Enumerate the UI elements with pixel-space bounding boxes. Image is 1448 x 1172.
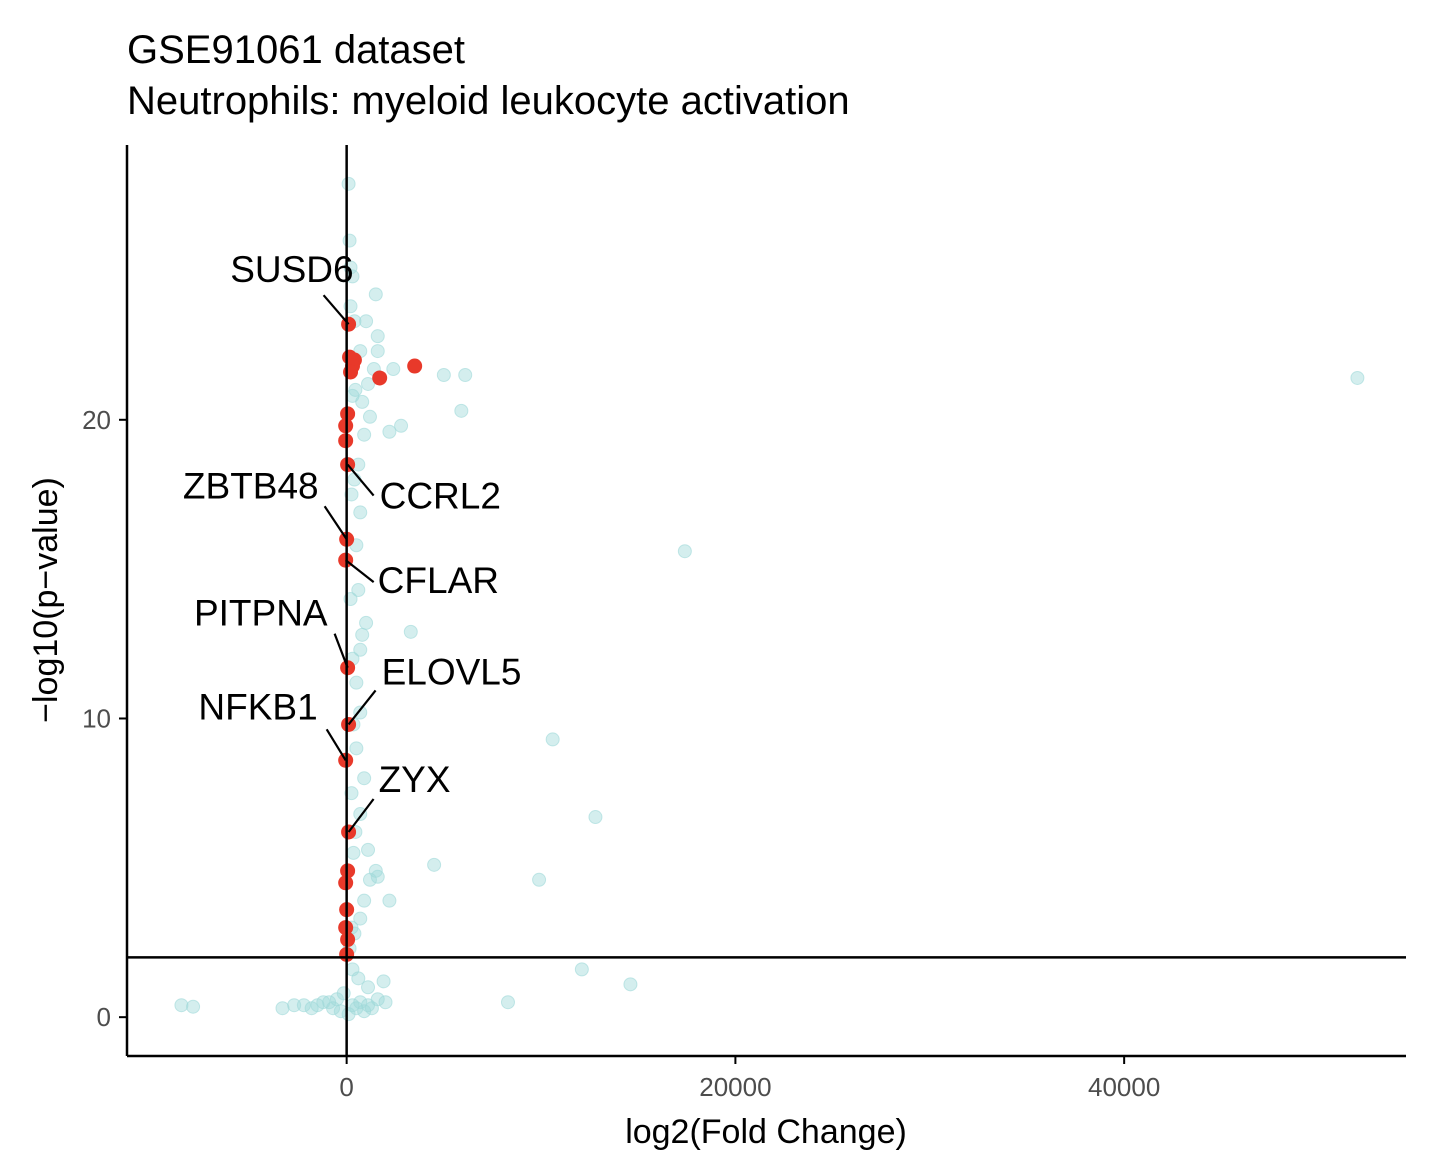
data-point xyxy=(344,786,359,801)
data-point xyxy=(370,869,385,884)
data-point xyxy=(296,998,311,1013)
data-point xyxy=(361,376,376,391)
data-point xyxy=(376,974,391,989)
data-point xyxy=(436,367,451,382)
data-point xyxy=(370,344,385,359)
data-point xyxy=(349,675,364,690)
gene-label: PITPNA xyxy=(194,593,328,634)
data-point xyxy=(378,995,393,1010)
axis-ticks: 0 20000 40000 0 10 20 xyxy=(82,405,1160,1102)
gene-label: ZBTB48 xyxy=(183,465,319,506)
y-tick-label: 20 xyxy=(82,405,111,435)
data-point xyxy=(359,314,374,329)
x-tick-label: 0 xyxy=(339,1072,353,1102)
data-point xyxy=(357,893,372,908)
data-point xyxy=(677,544,692,559)
label-leader-line xyxy=(322,294,350,325)
data-point xyxy=(370,992,385,1007)
data-point xyxy=(382,893,397,908)
reference-lines xyxy=(127,145,1406,1056)
chart-subtitle: Neutrophils: myeloid leukocyte activatio… xyxy=(127,79,850,123)
data-point xyxy=(427,857,442,872)
data-point xyxy=(353,911,368,926)
label-leader-line xyxy=(325,728,347,761)
label-leader-line xyxy=(344,559,375,584)
points-layer xyxy=(174,176,1365,1022)
data-point xyxy=(341,176,356,191)
highlighted-point xyxy=(407,358,423,374)
y-tick-label: 10 xyxy=(82,703,111,733)
x-tick-label: 20000 xyxy=(699,1072,771,1102)
data-point xyxy=(403,624,418,639)
data-point xyxy=(368,287,383,302)
gene-label: ZYX xyxy=(379,759,451,800)
data-point xyxy=(545,732,560,747)
x-axis-title: log2(Fold Change) xyxy=(625,1113,907,1151)
data-point xyxy=(361,842,376,857)
gene-labels: SUSD6 CCRL2 ZBTB48 CFLAR PITPNA ELOVL5 NFKB1 ZY… xyxy=(183,249,522,833)
data-point xyxy=(500,995,515,1010)
data-point xyxy=(353,642,368,657)
label-leader-line xyxy=(346,463,375,497)
data-point xyxy=(174,998,189,1013)
data-point xyxy=(342,233,357,248)
label-leader-line xyxy=(347,689,377,726)
gene-label: ELOVL5 xyxy=(382,651,522,692)
data-point xyxy=(623,977,638,992)
data-point xyxy=(386,362,401,377)
data-point xyxy=(353,505,368,520)
data-point xyxy=(348,382,363,397)
gene-label: CCRL2 xyxy=(380,476,501,517)
data-point xyxy=(1350,370,1365,385)
data-point xyxy=(186,999,201,1014)
data-point xyxy=(275,1001,290,1016)
data-point xyxy=(357,771,372,786)
gene-label: NFKB1 xyxy=(198,686,317,727)
data-point xyxy=(382,424,397,439)
data-point xyxy=(370,329,385,344)
data-point xyxy=(532,872,547,887)
highlighted-point xyxy=(372,370,388,386)
data-point xyxy=(361,980,376,995)
data-point xyxy=(353,705,368,720)
data-point xyxy=(454,403,469,418)
data-point xyxy=(349,741,364,756)
data-point xyxy=(353,995,368,1010)
x-tick-label: 40000 xyxy=(1088,1072,1160,1102)
data-point xyxy=(346,845,361,860)
data-point xyxy=(345,962,360,977)
gene-label: SUSD6 xyxy=(230,249,353,290)
data-point xyxy=(394,418,409,433)
label-leader-line xyxy=(323,505,348,540)
data-point xyxy=(574,962,589,977)
data-point xyxy=(351,583,366,598)
data-point xyxy=(357,427,372,442)
gene-label: CFLAR xyxy=(378,560,499,601)
data-point xyxy=(344,487,359,502)
data-point xyxy=(362,409,377,424)
label-leader-line xyxy=(347,798,375,833)
label-leader-line xyxy=(333,633,349,669)
chart-title: GSE91061 dataset xyxy=(127,28,465,72)
data-point xyxy=(359,615,374,630)
data-point xyxy=(355,627,370,642)
data-point xyxy=(458,367,473,382)
y-axis-title: −log10(p−value) xyxy=(27,477,65,723)
y-tick-label: 0 xyxy=(97,1002,111,1032)
data-point xyxy=(588,810,603,825)
data-point xyxy=(287,998,302,1013)
data-point xyxy=(336,986,351,1001)
data-point xyxy=(326,1001,341,1016)
highlighted-point xyxy=(343,364,359,380)
